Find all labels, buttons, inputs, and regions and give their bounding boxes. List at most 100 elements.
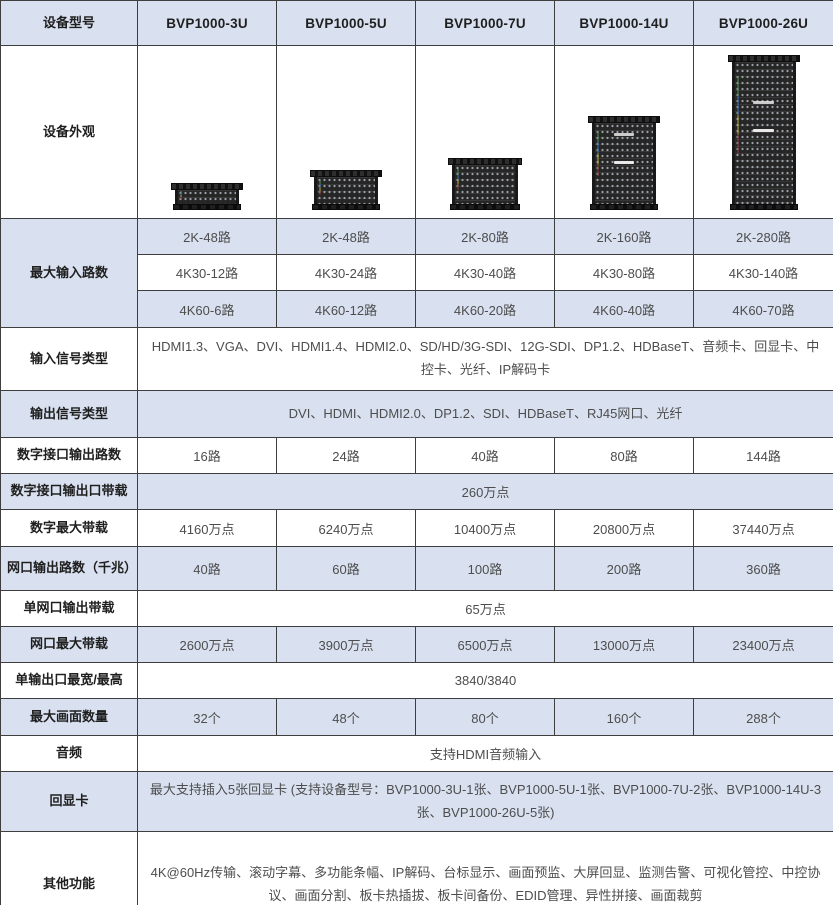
device-image-bvp1000-7u: [448, 158, 522, 210]
other-features-value: 4K@60Hz传输、滚动字幕、多功能条幅、IP解码、台标显示、画面预监、大屏回显…: [137, 831, 833, 905]
max-input-2k-14u: 2K-160路: [554, 218, 694, 255]
device-base-icon: [729, 204, 798, 210]
max-input-4k30-row: 4K30-12路 4K30-24路 4K30-40路 4K30-80路 4K30…: [1, 254, 833, 291]
lan-max-load-5u: 3900万点: [276, 626, 416, 663]
lan-output-count-3u: 40路: [137, 546, 277, 591]
header-device-model-label: 设备型号: [0, 0, 138, 46]
lan-output-count-label: 网口输出路数（千兆）: [0, 546, 138, 591]
device-top-cap-icon: [171, 183, 243, 190]
max-input-2k-3u: 2K-48路: [137, 218, 277, 255]
header-model-bvp1000-3u: BVP1000-3U: [137, 0, 277, 46]
max-input-4k60-14u: 4K60-40路: [554, 290, 694, 328]
device-image-bvp1000-3u: [171, 183, 243, 210]
max-input-4k30-26u: 4K30-140路: [693, 254, 833, 291]
digital-max-load-label: 数字最大带载: [0, 509, 138, 547]
max-input-2k-row: 最大输入路数 2K-48路 2K-48路 2K-80路 2K-160路 2K-2…: [0, 218, 833, 328]
lan-output-count-row: 网口输出路数（千兆） 40路 60路 100路 200路 360路: [0, 546, 833, 591]
digital-output-count-26u: 144路: [693, 437, 833, 474]
device-cell-7u: [415, 45, 555, 219]
input-signal-row: 输入信号类型 HDMI1.3、VGA、DVI、HDMI1.4、HDMI2.0、S…: [0, 327, 833, 391]
device-top-cap-icon: [310, 170, 382, 177]
digital-max-load-26u: 37440万点: [693, 509, 833, 547]
digital-port-load-value: 260万点: [137, 473, 833, 510]
max-input-4k30-7u: 4K30-40路: [415, 254, 555, 291]
header-row: 设备型号 BVP1000-3U BVP1000-5U BVP1000-7U BV…: [0, 0, 833, 46]
input-signal-label: 输入信号类型: [0, 327, 138, 391]
header-model-bvp1000-5u: BVP1000-5U: [276, 0, 416, 46]
digital-port-load-row: 数字接口输出口带载 260万点: [0, 473, 833, 510]
device-image-bvp1000-26u: [727, 55, 800, 210]
digital-max-load-row: 数字最大带载 4160万点 6240万点 10400万点 20800万点 374…: [0, 509, 833, 547]
lan-output-count-5u: 60路: [276, 546, 416, 591]
device-front-panel-icon: [452, 165, 518, 204]
max-input-2k-5u: 2K-48路: [276, 218, 416, 255]
digital-max-load-7u: 10400万点: [415, 509, 555, 547]
max-windows-7u: 80个: [415, 698, 555, 736]
output-signal-label: 输出信号类型: [0, 390, 138, 438]
device-top-cap-icon: [727, 55, 800, 62]
output-signal-row: 输出信号类型 DVI、HDMI、HDMI2.0、DP1.2、SDI、HDBase…: [0, 390, 833, 438]
device-top-cap-icon: [448, 158, 522, 165]
max-input-4k60-row: 4K60-6路 4K60-12路 4K60-20路 4K60-40路 4K60-…: [1, 290, 833, 328]
digital-output-count-14u: 80路: [554, 437, 694, 474]
header-model-bvp1000-14u: BVP1000-14U: [554, 0, 694, 46]
header-model-bvp1000-7u: BVP1000-7U: [415, 0, 555, 46]
digital-port-load-label: 数字接口输出口带载: [0, 473, 138, 510]
lan-max-load-3u: 2600万点: [137, 626, 277, 663]
lan-output-count-7u: 100路: [415, 546, 555, 591]
max-input-4k60-3u: 4K60-6路: [137, 290, 277, 328]
max-input-4k60-5u: 4K60-12路: [276, 290, 416, 328]
max-input-2k-7u: 2K-80路: [415, 218, 555, 255]
lan-max-load-14u: 13000万点: [554, 626, 694, 663]
input-signal-value: HDMI1.3、VGA、DVI、HDMI1.4、HDMI2.0、SD/HD/3G…: [137, 327, 833, 391]
device-cell-3u: [137, 45, 277, 219]
max-input-4k30-3u: 4K30-12路: [137, 254, 277, 291]
digital-output-count-3u: 16路: [137, 437, 277, 474]
digital-output-count-row: 数字接口输出路数 16路 24路 40路 80路 144路: [0, 437, 833, 474]
device-cell-26u: [693, 45, 833, 219]
device-front-panel-icon: [731, 62, 796, 204]
lan-max-load-7u: 6500万点: [415, 626, 555, 663]
device-base-icon: [450, 204, 520, 210]
lan-port-load-value: 65万点: [137, 590, 833, 627]
digital-max-load-5u: 6240万点: [276, 509, 416, 547]
lan-port-load-label: 单网口输出带载: [0, 590, 138, 627]
digital-output-count-label: 数字接口输出路数: [0, 437, 138, 474]
audio-value: 支持HDMI音频输入: [137, 735, 833, 772]
other-features-row: 其他功能 4K@60Hz传输、滚动字幕、多功能条幅、IP解码、台标显示、画面预监…: [0, 831, 833, 905]
other-features-label: 其他功能: [0, 831, 138, 905]
lan-output-count-26u: 360路: [693, 546, 833, 591]
lan-output-count-14u: 200路: [554, 546, 694, 591]
max-windows-14u: 160个: [554, 698, 694, 736]
device-base-icon: [590, 204, 658, 210]
output-max-size-row: 单输出口最宽/最高 3840/3840: [0, 662, 833, 699]
device-front-panel-icon: [592, 123, 656, 204]
device-top-cap-icon: [588, 116, 660, 123]
echo-card-row: 回显卡 最大支持插入5张回显卡 (支持设备型号：BVP1000-3U-1张、BV…: [0, 771, 833, 832]
lan-max-load-26u: 23400万点: [693, 626, 833, 663]
device-base-icon: [173, 204, 241, 210]
audio-row: 音频 支持HDMI音频输入: [0, 735, 833, 772]
device-front-panel-icon: [314, 177, 378, 204]
device-image-bvp1000-14u: [588, 116, 660, 210]
output-signal-value: DVI、HDMI、HDMI2.0、DP1.2、SDI、HDBaseT、RJ45网…: [137, 390, 833, 438]
appearance-row: 设备外观: [0, 45, 833, 219]
lan-max-load-row: 网口最大带载 2600万点 3900万点 6500万点 13000万点 2340…: [0, 626, 833, 663]
digital-max-load-3u: 4160万点: [137, 509, 277, 547]
max-windows-26u: 288个: [693, 698, 833, 736]
device-front-panel-icon: [175, 190, 239, 204]
output-max-size-label: 单输出口最宽/最高: [0, 662, 138, 699]
max-windows-row: 最大画面数量 32个 48个 80个 160个 288个: [0, 698, 833, 736]
max-input-4k60-26u: 4K60-70路: [693, 290, 833, 328]
echo-card-label: 回显卡: [0, 771, 138, 832]
max-input-label: 最大输入路数: [0, 218, 138, 328]
max-input-2k-26u: 2K-280路: [693, 218, 833, 255]
echo-card-value: 最大支持插入5张回显卡 (支持设备型号：BVP1000-3U-1张、BVP100…: [137, 771, 833, 832]
digital-output-count-7u: 40路: [415, 437, 555, 474]
audio-label: 音频: [0, 735, 138, 772]
lan-port-load-row: 单网口输出带载 65万点: [0, 590, 833, 627]
digital-output-count-5u: 24路: [276, 437, 416, 474]
device-cell-14u: [554, 45, 694, 219]
